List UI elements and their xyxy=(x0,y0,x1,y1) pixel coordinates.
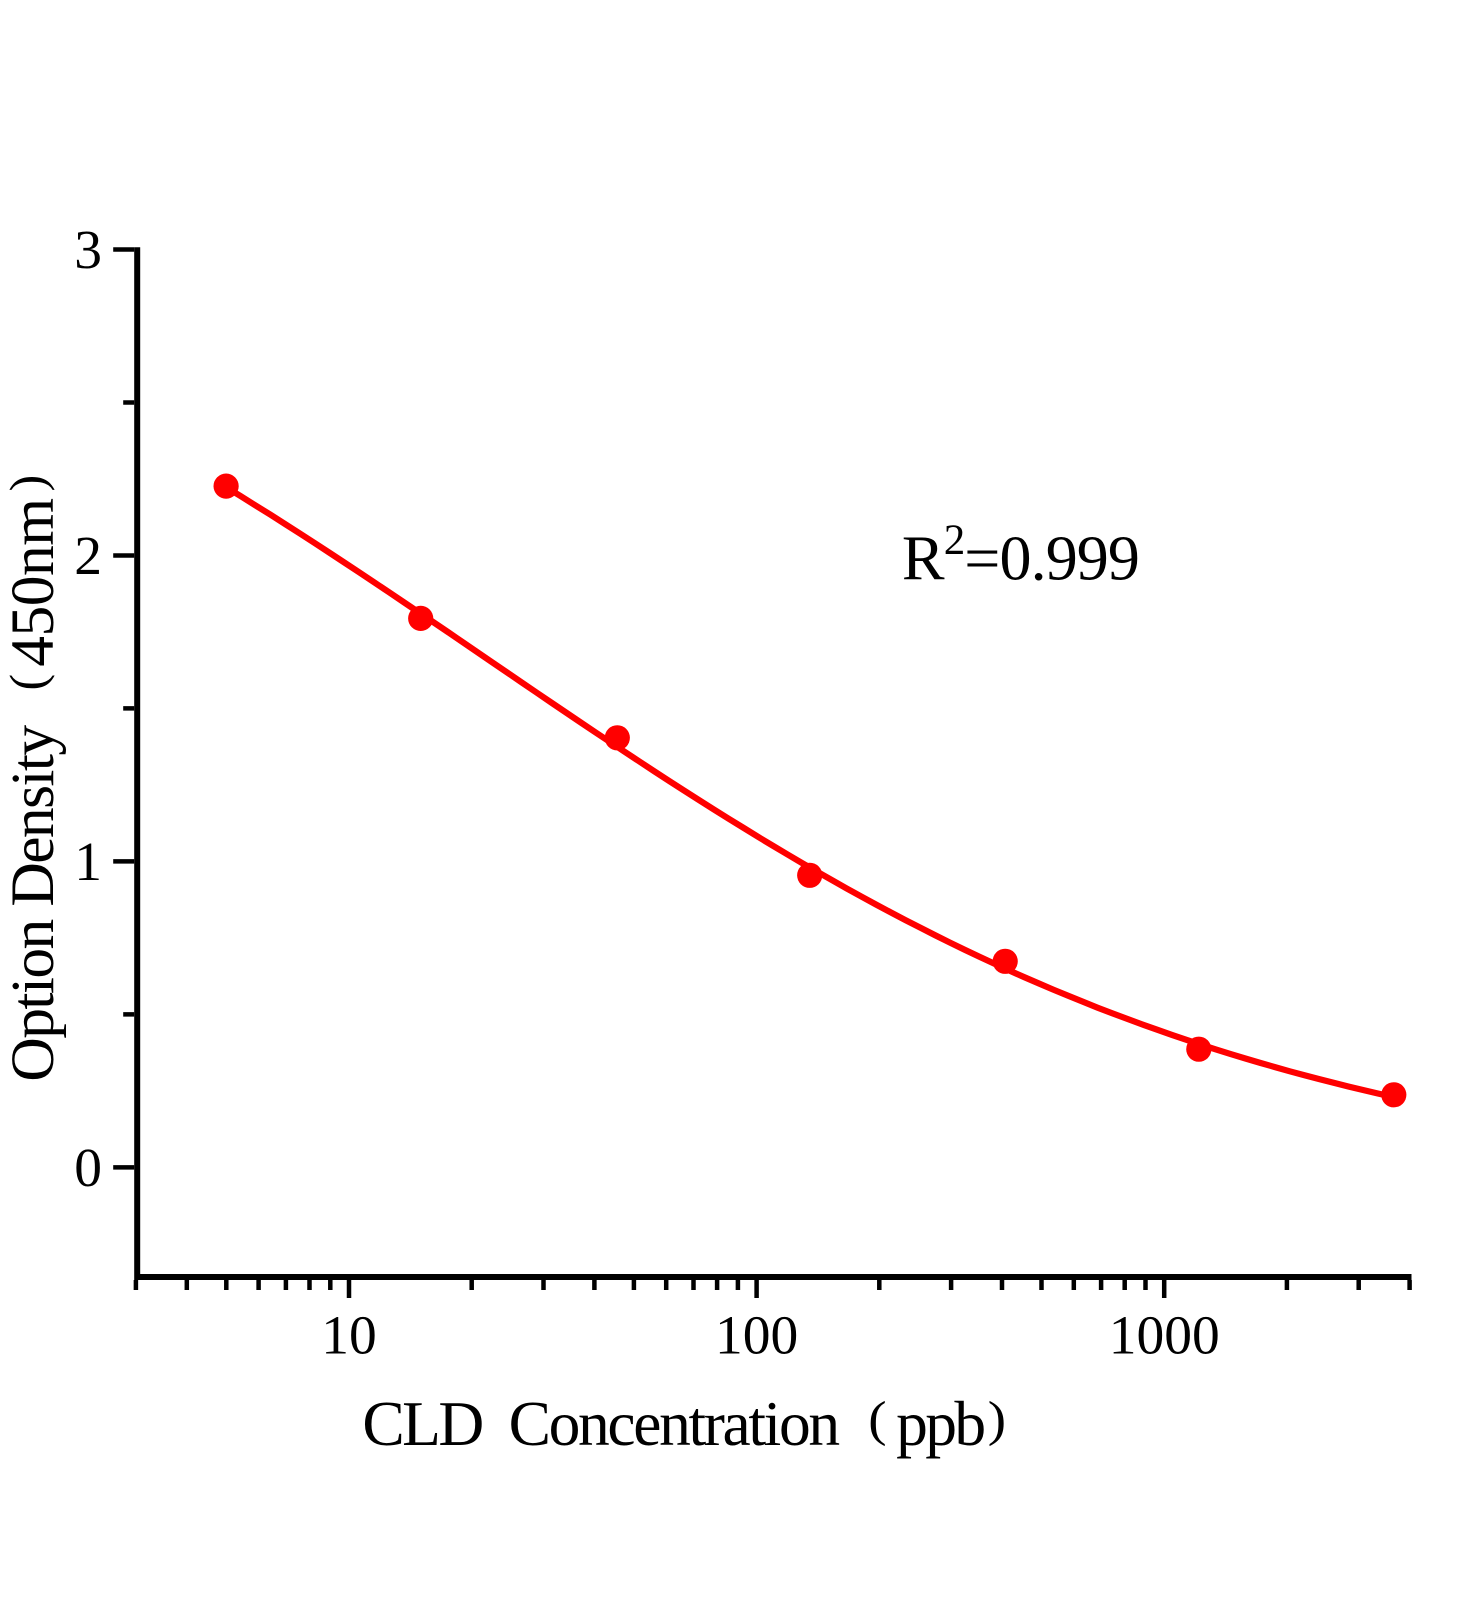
svg-text:1000: 1000 xyxy=(1109,1305,1220,1366)
svg-text:100: 100 xyxy=(715,1305,798,1366)
svg-text:R2=0.999: R2=0.999 xyxy=(902,517,1139,594)
svg-text:): ) xyxy=(988,1392,1006,1447)
svg-text:2: 2 xyxy=(74,526,102,587)
svg-text:10: 10 xyxy=(321,1305,377,1366)
svg-text:3: 3 xyxy=(74,220,102,281)
svg-text:ppb: ppb xyxy=(896,1388,984,1459)
svg-text:(: ( xyxy=(868,1392,886,1447)
svg-text:CLD: CLD xyxy=(362,1388,482,1459)
svg-text:Option Density(450nm): Option Density(450nm) xyxy=(0,475,67,1082)
svg-text:Concentration: Concentration xyxy=(509,1388,840,1459)
svg-text:1: 1 xyxy=(74,832,102,893)
svg-text:0: 0 xyxy=(74,1138,102,1199)
